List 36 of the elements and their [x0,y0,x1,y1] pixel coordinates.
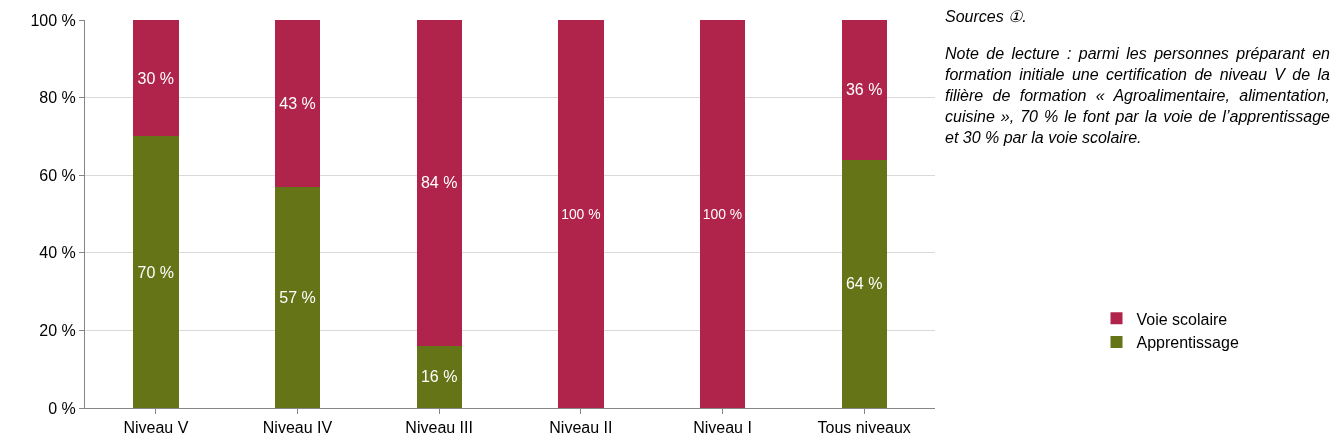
x-tick-label: Niveau V [123,419,189,437]
source-note: Sources ①. [945,7,1028,27]
data-label: 30 % [137,69,175,87]
x-tick-label: Niveau III [405,419,473,437]
bar [558,20,604,408]
data-label: 36 % [845,81,883,99]
data-label: 100 % [702,205,743,222]
data-label: 84 % [420,174,458,192]
x-tick-label: Tous niveaux [817,419,911,437]
legend-label: Apprentissage [1136,334,1239,352]
bar [841,159,887,408]
bar [841,20,887,160]
x-tick-label: Niveau II [549,419,613,437]
data-label: 100 % [561,205,601,222]
bar [699,20,746,408]
data-label: 70 % [137,263,175,281]
y-tick-label: 60 % [39,166,76,184]
bar [133,136,179,408]
y-tick-label: 20 % [39,322,76,339]
data-label: 43 % [279,94,316,112]
data-label: 16 % [420,368,458,386]
data-label: 57 % [279,288,316,306]
bar [416,20,462,346]
data-label: 64 % [845,275,883,293]
text: Note de lecture : parmi les personnes préparant en formation initiale une certification de niveau V de la filière de formation « Agroalimentaire, alimentation, cuisine », 70 % le font par la voie de l’apprentissage et 30 % par la voie scolaire. [945,44,1330,148]
y-tick-label: 40 % [39,244,76,262]
x-tick-label: Niveau IV [262,419,333,437]
bar [274,20,321,187]
legend-label: Voie scolaire [1136,310,1228,328]
x-tick-label: Niveau I [693,419,752,437]
bar [274,186,321,408]
y-tick-label: 0 % [48,399,76,417]
bar [416,345,462,408]
y-tick-label: 80 % [39,89,76,107]
bar [133,20,179,137]
y-tick-label: 100 % [30,11,76,29]
